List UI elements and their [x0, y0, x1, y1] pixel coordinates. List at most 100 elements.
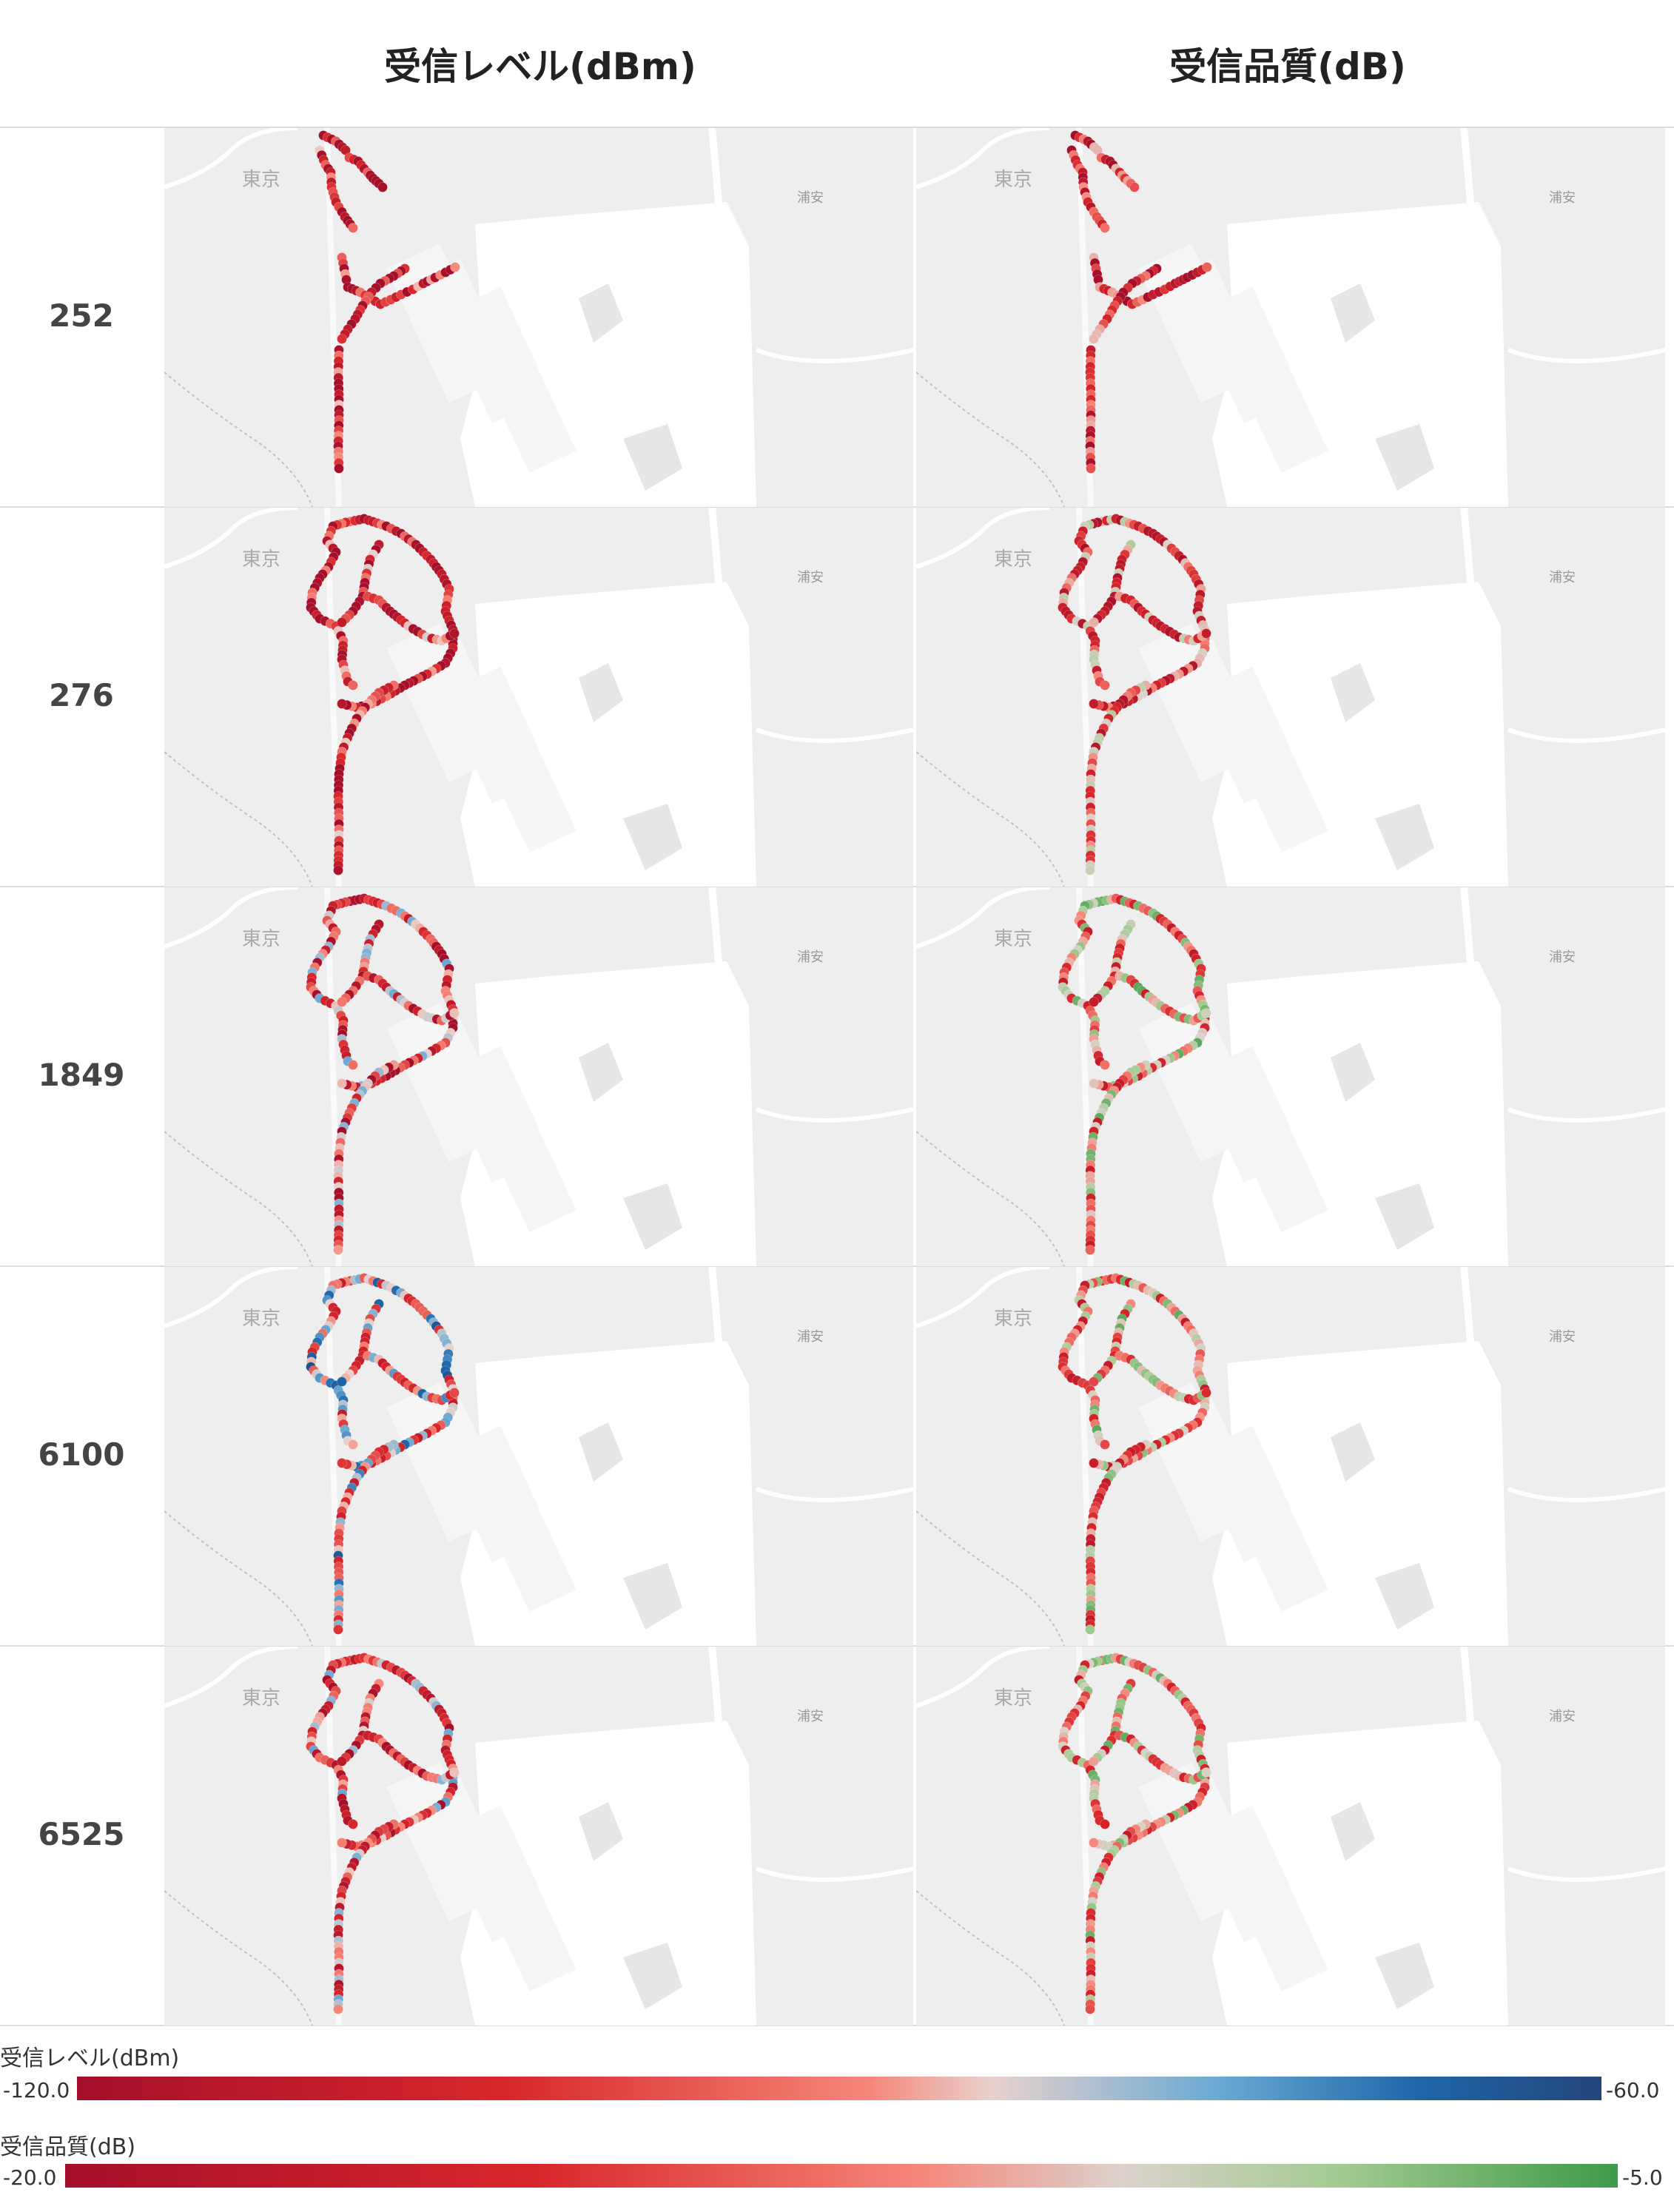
river [1507, 1866, 1665, 1882]
level-legend-title: 受信レベル(dBm) [0, 2045, 180, 2071]
tokyo-label: 東京 [994, 169, 1032, 191]
river [708, 1267, 738, 1646]
river [916, 1267, 1050, 1328]
pier [483, 1489, 577, 1612]
island [1331, 1043, 1375, 1102]
river [755, 1487, 913, 1502]
measurement-point [1085, 1624, 1095, 1635]
urayasu-label: 浦安 [797, 1709, 824, 1724]
river [1507, 727, 1665, 743]
measurement-point [1085, 865, 1095, 875]
measurement-point [1202, 262, 1212, 272]
urayasu-land [1479, 887, 1665, 1266]
measurement-point [337, 1458, 347, 1468]
quality-legend-min: -20.0 [3, 2165, 57, 2190]
island [579, 1043, 623, 1102]
river [164, 1647, 298, 1708]
measurement-point [348, 1060, 358, 1070]
river [1460, 1267, 1490, 1646]
island [623, 1943, 682, 2009]
river [755, 1107, 913, 1123]
urayasu-label: 浦安 [797, 190, 824, 206]
urayasu-label: 浦安 [797, 570, 824, 585]
island [1331, 663, 1375, 722]
quality-map-panel-6100: 東京 浦安 [916, 1267, 1665, 1646]
measurement-point [1086, 463, 1096, 474]
pier [483, 730, 577, 853]
river [916, 887, 1050, 949]
urayasu-land [1479, 1267, 1665, 1646]
island [1331, 1802, 1375, 1861]
measurement-point [1201, 1388, 1211, 1398]
river [755, 348, 913, 363]
urayasu-land [727, 1267, 913, 1646]
measurement-point [449, 1767, 460, 1778]
river [916, 1647, 1050, 1708]
measurement-point [1089, 1838, 1099, 1848]
pier [1234, 1869, 1328, 1991]
row-divider [0, 1265, 1674, 1267]
measurement-point [348, 680, 358, 690]
quality-map-panel-276: 東京 浦安 [916, 508, 1665, 887]
urayasu-label: 浦安 [797, 949, 824, 965]
tokyo-label: 東京 [242, 1687, 280, 1710]
river [164, 508, 298, 569]
rail-line [916, 1131, 1065, 1266]
urayasu-label: 浦安 [1549, 190, 1576, 206]
row-label-6525: 6525 [38, 1816, 125, 1852]
river [164, 887, 298, 949]
island [1375, 1943, 1434, 2009]
level-legend-min: -120.0 [3, 2078, 70, 2102]
row-divider [0, 2025, 1674, 2026]
rail-line [916, 1510, 1065, 1646]
pier [1234, 1109, 1328, 1232]
measurement-point [1089, 997, 1099, 1007]
row-label-252: 252 [49, 297, 114, 334]
row-divider [0, 1645, 1674, 1647]
measurement-point [1100, 223, 1110, 233]
row-divider [0, 886, 1674, 887]
level-column-title: 受信レベル(dBm) [384, 45, 696, 88]
measurement-point [337, 1376, 347, 1387]
measurement-point [348, 1819, 358, 1829]
measurement-point [1085, 1245, 1095, 1255]
urayasu-label: 浦安 [797, 1329, 824, 1345]
measurement-point [333, 2004, 343, 2014]
measurement-point [449, 628, 460, 639]
measurement-point [1201, 1767, 1211, 1778]
level-legend-max: -60.0 [1606, 2078, 1660, 2102]
level-map-panel-252: 東京浦安 [164, 128, 913, 507]
row-label-276: 276 [49, 677, 114, 713]
level-map-panel-1849: 東京 浦安 [164, 887, 913, 1266]
row-label-6100: 6100 [38, 1436, 125, 1473]
tokyo-label: 東京 [242, 169, 280, 191]
level-map-panel-276: 東京 浦安 [164, 508, 913, 887]
rail-line [916, 372, 1065, 507]
river [1460, 1647, 1490, 2026]
measurement-point [1089, 1458, 1099, 1468]
row-divider [0, 506, 1674, 508]
tokyo-label: 東京 [242, 1308, 280, 1330]
river [164, 1267, 298, 1328]
rail-line [164, 1131, 313, 1266]
measurement-point [1089, 699, 1099, 709]
measurement-point [348, 1439, 358, 1450]
urayasu-label: 浦安 [1549, 949, 1576, 965]
measurement-point [1100, 1819, 1110, 1829]
rail-line [164, 1510, 313, 1646]
river [1460, 508, 1490, 887]
river [1460, 128, 1490, 507]
measurement-point [450, 262, 460, 272]
row-label-1849: 1849 [38, 1057, 125, 1093]
island [623, 804, 682, 870]
measurement-point [1100, 1439, 1110, 1450]
rail-line [164, 751, 313, 887]
measurement-point [1201, 1008, 1211, 1018]
